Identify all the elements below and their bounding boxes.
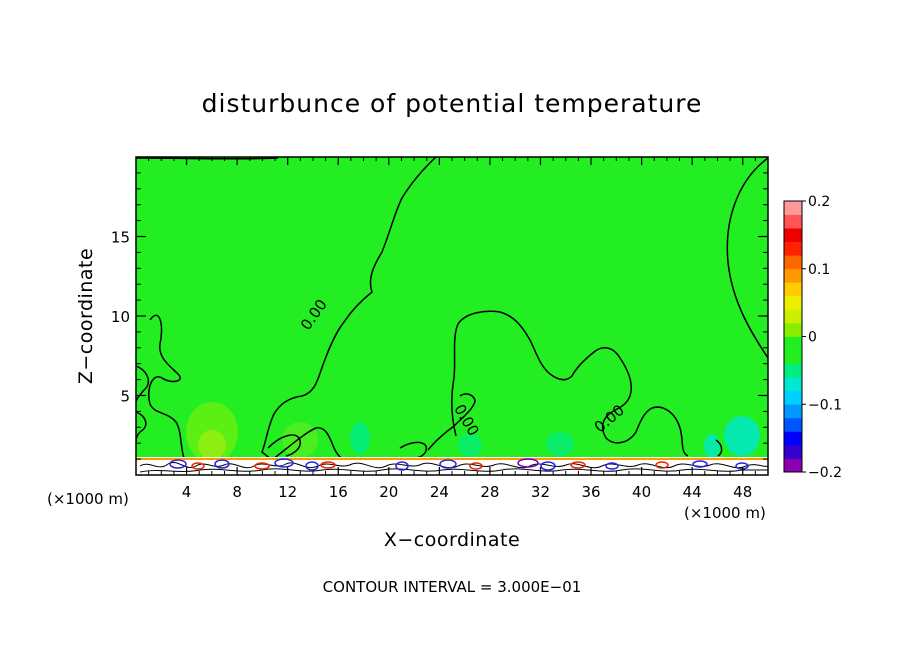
colorbar-segment: [784, 214, 802, 229]
x-tick-label: 12: [278, 483, 297, 501]
warm-eddy: [469, 462, 483, 470]
colorbar-segment: [784, 295, 802, 310]
cold-eddy: [692, 460, 708, 468]
cold-eddy: [169, 459, 187, 469]
contour-line: [399, 441, 428, 459]
colorbar-segment: [784, 444, 802, 459]
colorbar-segment: [784, 377, 802, 392]
contour-line: [427, 393, 476, 451]
plot-area: 0.000.00 0.00: [136, 157, 768, 475]
x-tick-label: 40: [632, 483, 651, 501]
warm-anomaly: [198, 430, 226, 460]
colorbar-segment: [784, 350, 802, 364]
cool-anomaly: [458, 433, 482, 457]
x-tick-label: 36: [581, 483, 600, 501]
colorbar-segment: [784, 268, 802, 283]
x-tick-label: 20: [379, 483, 398, 501]
cold-eddy: [214, 459, 230, 469]
surface-eddies: [169, 458, 749, 471]
warm-eddy: [320, 461, 336, 469]
colorbar-segment: [784, 404, 802, 419]
y-axis-label: Z−coordinate: [75, 248, 97, 384]
contour-interval-note: CONTOUR INTERVAL = 3.000E−01: [323, 578, 582, 596]
contour-line: [136, 365, 150, 403]
cold-eddy: [305, 461, 319, 471]
colorbar: 0.2 0.1 0 −0.1 −0.2: [783, 194, 842, 481]
warm-eddy: [655, 461, 669, 469]
colorbar-segment: [784, 255, 802, 270]
x-tick-label: 4: [182, 483, 192, 501]
cold-eddy: [395, 461, 409, 471]
colorbar-tick-label: 0.2: [808, 194, 830, 210]
surface-contours: [139, 468, 768, 473]
cool-anomaly: [350, 422, 370, 454]
colorbar-segment: [784, 363, 802, 378]
x-unit-right: (×1000 m): [684, 504, 766, 522]
x-tick-label: 44: [683, 483, 702, 501]
colorbar-segment: [784, 322, 802, 337]
y-tick-label: 10: [111, 308, 130, 326]
x-tick-label: 8: [232, 483, 242, 501]
colorbar-segment: [784, 241, 802, 256]
cool-anomaly: [546, 432, 574, 456]
warm-eddy: [191, 462, 205, 470]
cold-eddy: [540, 461, 556, 471]
chart-title: disturbunce of potential temperature: [202, 89, 703, 118]
x-tick-label: 48: [733, 483, 752, 501]
contour-line: [148, 314, 185, 459]
contour-line: [715, 439, 723, 457]
colorbar-segment: [784, 417, 802, 432]
cold-eddy: [274, 458, 294, 468]
x-tick-label: 32: [531, 483, 550, 501]
x-tick-label: 28: [480, 483, 499, 501]
y-tick-label: 5: [120, 388, 130, 406]
x-unit-left: (×1000 m): [47, 490, 129, 508]
x-tick-label: 16: [329, 483, 348, 501]
colorbar-segment: [784, 309, 802, 324]
x-axis-label: X−coordinate: [384, 529, 520, 551]
colorbar-segment: [784, 390, 802, 405]
contour-line: [136, 157, 279, 160]
x-tick-label: 24: [430, 483, 449, 501]
cold-eddy: [439, 459, 457, 469]
warm-eddy: [570, 461, 586, 469]
colorbar-tick-label: −0.2: [808, 465, 842, 481]
colorbar-segment: [784, 282, 802, 297]
colorbar-segment: [784, 228, 802, 243]
contour-line: [261, 157, 437, 461]
contour-line: [267, 434, 302, 457]
y-tick-label: 15: [111, 229, 130, 247]
field-anomalies: [186, 402, 760, 462]
contour-line: [726, 157, 768, 359]
cold-eddy: [605, 462, 619, 470]
colorbar-segment: [784, 336, 802, 351]
contour-line: [451, 310, 689, 457]
colorbar-segment: [784, 458, 802, 473]
colorbar-segment: [784, 431, 802, 446]
surface-layer: [136, 457, 768, 475]
colorbar-tick-label: −0.1: [808, 397, 842, 413]
cool-anomaly: [704, 434, 720, 458]
colorbar-segment: [784, 201, 802, 215]
colorbar-tick-label: 0: [808, 330, 817, 346]
cold-eddy: [517, 458, 539, 468]
field-background: [136, 157, 768, 475]
y-axis: 5 10 15: [111, 172, 768, 460]
x-axis: 4 8 12 16 20 24 28 32 36 40 44 48: [148, 157, 756, 501]
cold-eddy: [735, 462, 749, 470]
warm-eddy: [254, 462, 270, 470]
colorbar-tick-label: 0.1: [808, 262, 830, 278]
cool-anomaly: [724, 416, 760, 456]
